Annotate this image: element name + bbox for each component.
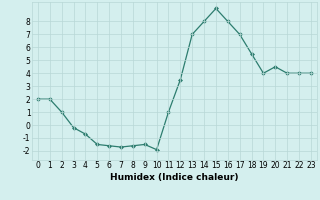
X-axis label: Humidex (Indice chaleur): Humidex (Indice chaleur) <box>110 173 239 182</box>
